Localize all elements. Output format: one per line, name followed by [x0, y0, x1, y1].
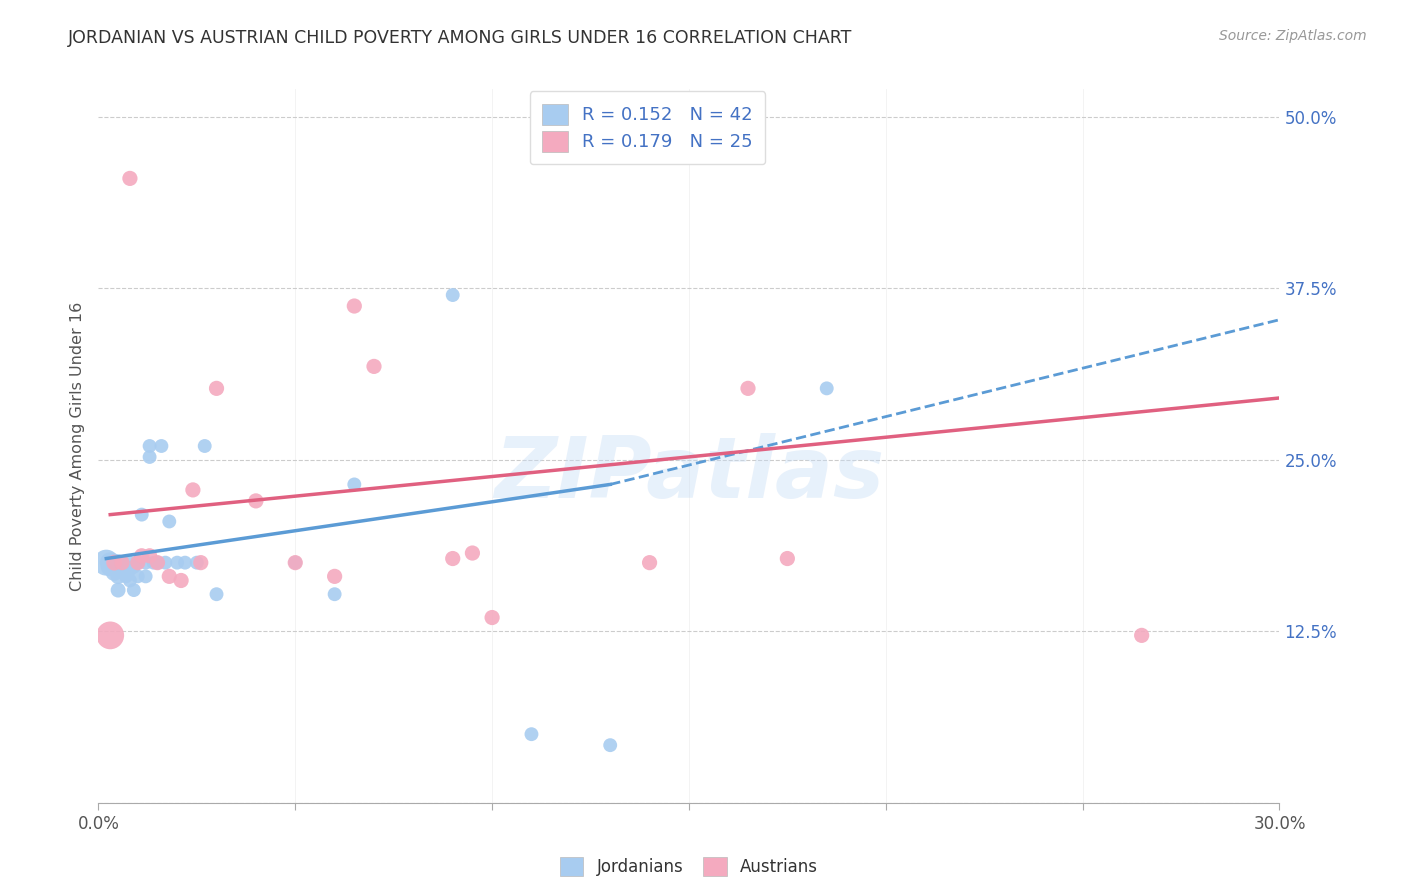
Point [127, 556, 149, 570]
Point [138, 439, 160, 453]
Point [98, 556, 121, 570]
Point [115, 559, 138, 574]
Point [363, 359, 385, 374]
Point [118, 574, 141, 588]
Point [323, 587, 346, 601]
Point [284, 556, 307, 570]
Point [441, 551, 464, 566]
Point [107, 583, 129, 598]
Point [599, 738, 621, 752]
Point [245, 494, 267, 508]
Point [122, 583, 145, 598]
Point [150, 439, 173, 453]
Point [115, 569, 138, 583]
Point [186, 556, 208, 570]
Point [155, 556, 177, 570]
Point [146, 556, 169, 570]
Legend: Jordanians, Austrians: Jordanians, Austrians [553, 850, 825, 883]
Point [166, 556, 188, 570]
Point [815, 381, 838, 395]
Point [135, 569, 157, 583]
Point [127, 556, 149, 570]
Point [131, 549, 153, 563]
Text: JORDANIAN VS AUSTRIAN CHILD POVERTY AMONG GIRLS UNDER 16 CORRELATION CHART: JORDANIAN VS AUSTRIAN CHILD POVERTY AMON… [67, 29, 852, 47]
Point [127, 569, 149, 583]
Point [103, 556, 125, 570]
Point [205, 381, 228, 395]
Point [205, 587, 228, 601]
Point [103, 556, 125, 570]
Point [122, 559, 145, 574]
Point [323, 569, 346, 583]
Text: Source: ZipAtlas.com: Source: ZipAtlas.com [1219, 29, 1367, 44]
Y-axis label: Child Poverty Among Girls Under 16: Child Poverty Among Girls Under 16 [69, 301, 84, 591]
Point [157, 515, 180, 529]
Point [107, 556, 129, 570]
Point [343, 477, 366, 491]
Point [520, 727, 543, 741]
Point [118, 171, 141, 186]
Point [638, 556, 661, 570]
Point [111, 556, 134, 570]
Point [118, 562, 141, 576]
Point [737, 381, 759, 395]
Point [103, 566, 125, 580]
Point [98, 559, 121, 574]
Point [461, 546, 484, 560]
Point [142, 556, 165, 570]
Point [98, 628, 121, 642]
Point [107, 569, 129, 583]
Point [118, 556, 141, 570]
Point [111, 566, 134, 580]
Point [284, 556, 307, 570]
Point [1130, 628, 1153, 642]
Point [107, 562, 129, 576]
Point [181, 483, 204, 497]
Point [111, 556, 134, 570]
Point [481, 610, 503, 624]
Point [776, 551, 799, 566]
Point [138, 549, 160, 563]
Point [190, 556, 212, 570]
Point [441, 288, 464, 302]
Point [96, 556, 118, 570]
Point [174, 556, 197, 570]
Point [138, 450, 160, 464]
Point [131, 508, 153, 522]
Point [157, 569, 180, 583]
Text: ZIPatlas: ZIPatlas [494, 433, 884, 516]
Point [146, 556, 169, 570]
Point [170, 574, 193, 588]
Point [194, 439, 217, 453]
Point [135, 556, 157, 570]
Point [343, 299, 366, 313]
